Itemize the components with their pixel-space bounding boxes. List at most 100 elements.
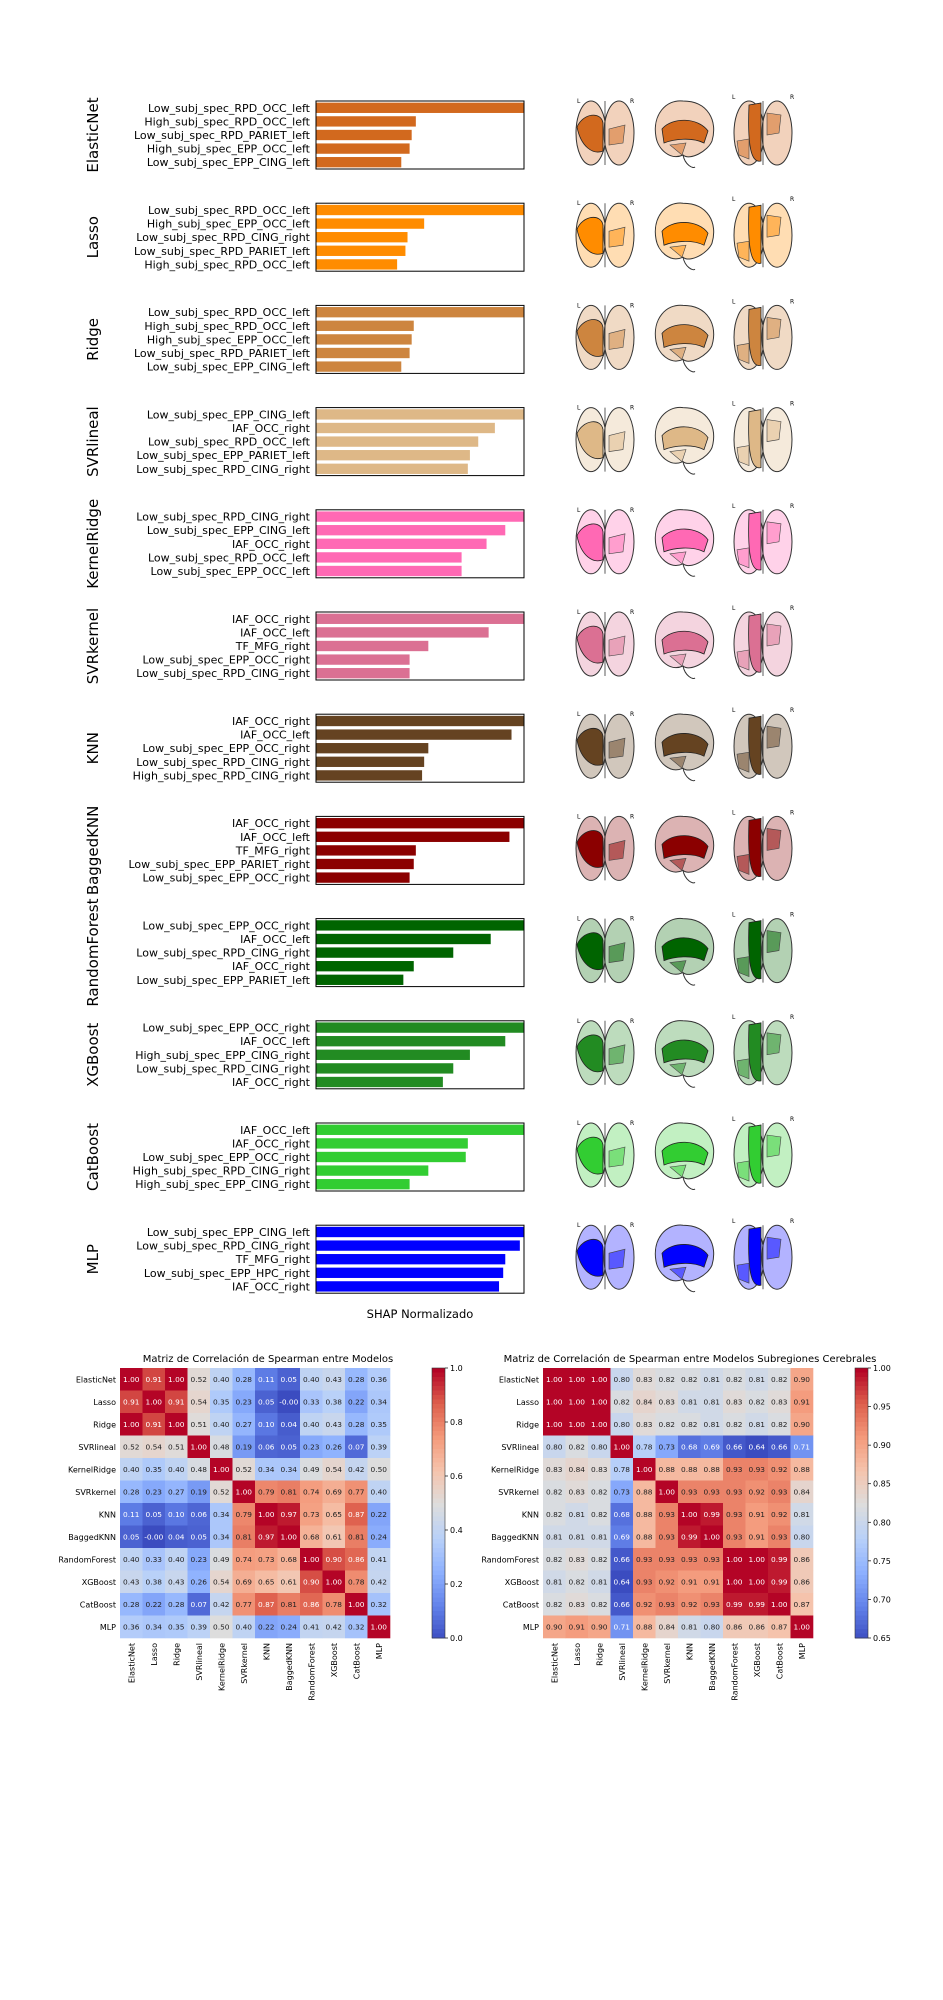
bar xyxy=(316,947,454,958)
heatmap-cell xyxy=(277,1435,301,1459)
heatmap-value: 0.80 xyxy=(591,1442,608,1451)
brain-right-label: R xyxy=(790,1218,794,1225)
heatmap-cell xyxy=(255,1503,278,1526)
colorbar-segment xyxy=(432,1404,445,1409)
heatmap-value: 0.93 xyxy=(771,1487,788,1496)
heatmap-value: 0.93 xyxy=(659,1510,676,1519)
heatmap-cell xyxy=(367,1435,391,1459)
heatmap-cell xyxy=(367,1368,391,1391)
heatmap-value: 1.00 xyxy=(168,1375,185,1384)
heatmap-cell xyxy=(678,1368,701,1391)
heatmap-cell xyxy=(745,1503,769,1526)
heatmap-cell xyxy=(232,1435,256,1459)
colorbar-segment xyxy=(432,1395,445,1400)
heatmap-cell xyxy=(723,1390,746,1414)
bar-category-label: IAF_OCC_right xyxy=(232,422,311,435)
heatmap-value: 0.90 xyxy=(303,1577,320,1586)
heatmap-value: 0.42 xyxy=(371,1577,387,1586)
heatmap-value: 0.78 xyxy=(348,1577,365,1586)
bar-panel-lasso: Low_subj_spec_RPD_OCC_leftHigh_subj_spec… xyxy=(84,196,794,272)
colorbar-segment xyxy=(855,1570,868,1576)
heatmap-cell xyxy=(723,1503,746,1526)
bar xyxy=(316,565,462,577)
bar xyxy=(316,1267,504,1278)
heatmap-value: 0.78 xyxy=(614,1465,631,1474)
bar xyxy=(316,1049,470,1060)
heatmap-value: 0.39 xyxy=(191,1622,208,1631)
heatmap-value: 0.80 xyxy=(794,1532,811,1541)
brain-left-label: L xyxy=(577,98,581,105)
colorbar-segment xyxy=(855,1462,868,1468)
colorbar-segment xyxy=(855,1408,868,1414)
heatmap-cell xyxy=(678,1548,701,1571)
heatmap-cell xyxy=(165,1615,188,1639)
heatmap-cell xyxy=(277,1413,301,1436)
heatmap-cell xyxy=(588,1525,611,1549)
heatmap-value: 0.27 xyxy=(236,1420,253,1429)
heatmap-value: 0.82 xyxy=(749,1397,765,1406)
colorbar-segment xyxy=(855,1561,868,1567)
heatmap-cell xyxy=(120,1593,143,1616)
heatmap-value: -0.00 xyxy=(144,1532,163,1541)
heatmap-value: 0.40 xyxy=(303,1375,320,1384)
heatmap-cell xyxy=(745,1570,769,1594)
heatmap-cell xyxy=(165,1480,188,1504)
bar-category-label: High_subj_spec_EPP_CING_right xyxy=(135,1049,310,1062)
heatmap-value: 0.92 xyxy=(636,1600,652,1609)
brain-right-label: R xyxy=(790,401,794,408)
bar-category-label: Low_subj_spec_RPD_CING_right xyxy=(136,1062,310,1075)
heatmap-value: 0.40 xyxy=(123,1465,140,1474)
brain-left-label: L xyxy=(732,1218,736,1225)
heatmap-value: 0.93 xyxy=(726,1532,743,1541)
heatmap-cell xyxy=(322,1413,346,1436)
colorbar-segment xyxy=(432,1543,445,1549)
colorbar-segment xyxy=(855,1404,868,1409)
bar xyxy=(316,729,512,740)
heatmap-value: 0.40 xyxy=(123,1555,140,1564)
colorbar-tick-label: 0.6 xyxy=(450,1472,463,1481)
heatmap-cell xyxy=(322,1548,346,1571)
heatmap-value: 0.41 xyxy=(303,1622,320,1631)
heatmap-cell xyxy=(745,1593,769,1616)
bar-category-label: Low_subj_spec_RPD_OCC_left xyxy=(148,436,311,449)
heatmap-value: 0.82 xyxy=(546,1510,562,1519)
heatmap-cell xyxy=(790,1390,814,1414)
colorbar-segment xyxy=(432,1449,445,1454)
heatmap-value: 1.00 xyxy=(569,1375,586,1384)
bar xyxy=(316,613,524,624)
bar-category-label: Low_subj_spec_RPD_OCC_left xyxy=(148,551,311,564)
heatmap-value: 0.87 xyxy=(794,1600,811,1609)
heatmap-cell xyxy=(277,1525,301,1549)
heatmap-cell xyxy=(120,1368,143,1391)
colorbar-tick-label: 1.0 xyxy=(450,1364,463,1373)
heatmap-cell xyxy=(745,1548,769,1571)
heatmap-cell xyxy=(655,1503,679,1526)
heatmap-cell xyxy=(633,1480,656,1504)
heatmap-value: 0.43 xyxy=(326,1375,343,1384)
bar-category-label: IAF_OCC_right xyxy=(232,1076,311,1089)
heatmap-cell xyxy=(790,1435,814,1459)
heatmap-value: 0.26 xyxy=(326,1442,343,1451)
heatmap-cell xyxy=(120,1548,143,1571)
heatmap-cell xyxy=(745,1480,769,1504)
heatmap-cell xyxy=(610,1525,634,1549)
heatmap-value: 0.73 xyxy=(659,1442,676,1451)
colorbar-segment xyxy=(855,1377,868,1382)
heatmap-col-label: ElasticNet xyxy=(550,1643,559,1683)
bar xyxy=(316,627,489,638)
heatmap-cell xyxy=(300,1435,323,1459)
heatmap-value: 0.81 xyxy=(704,1397,721,1406)
heatmap-value: 1.00 xyxy=(168,1420,185,1429)
heatmap-cell xyxy=(678,1503,701,1526)
heatmap-cell xyxy=(187,1390,211,1414)
heatmap-cell xyxy=(790,1615,814,1639)
bar-category-label: High_subj_spec_RPD_OCC_left xyxy=(144,320,310,333)
colorbar-segment xyxy=(432,1480,445,1486)
bar-panel-kernelridge: Low_subj_spec_RPD_CING_rightLow_subj_spe… xyxy=(84,499,794,589)
heatmap-cell xyxy=(543,1593,566,1616)
heatmap-cell xyxy=(588,1593,611,1616)
colorbar-segment xyxy=(855,1557,868,1562)
heatmap-cell xyxy=(232,1503,256,1526)
heatmap-value: 0.41 xyxy=(371,1555,388,1564)
bar-panel-xgboost: Low_subj_spec_EPP_OCC_rightIAF_OCC_leftH… xyxy=(84,1014,794,1090)
